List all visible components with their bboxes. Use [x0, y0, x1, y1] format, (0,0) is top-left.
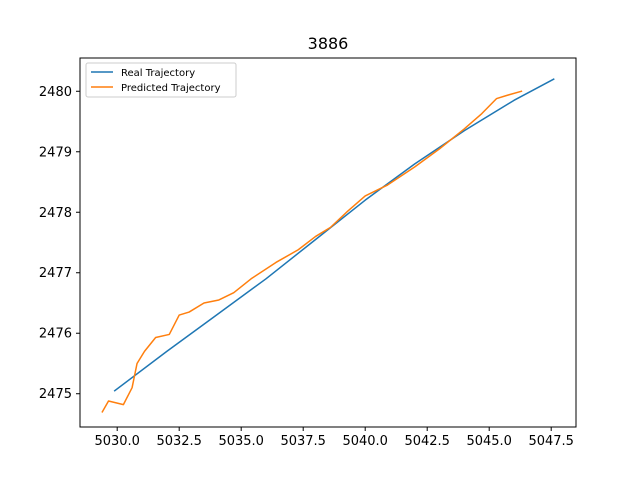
- series-layer: [101, 78, 555, 413]
- plot-frame: [79, 57, 577, 428]
- x-tick-label: 5030.0: [94, 434, 140, 449]
- x-tick-label: 5042.5: [404, 434, 450, 449]
- series-line-real-trajectory: [113, 78, 555, 392]
- legend: Real Trajectory Predicted Trajectory: [85, 62, 237, 98]
- legend-box: [85, 62, 237, 98]
- y-tick-label: 2475: [39, 387, 72, 402]
- y-tick-label: 2478: [39, 206, 72, 221]
- legend-label-predicted-trajectory: Predicted Trajectory: [121, 83, 221, 94]
- y-tick-label: 2476: [39, 327, 72, 342]
- x-tick-label: 5047.5: [528, 434, 574, 449]
- x-tick-label: 5045.0: [466, 434, 512, 449]
- series-line-predicted-trajectory: [101, 90, 523, 413]
- x-tick-label: 5032.5: [156, 434, 202, 449]
- y-tick-label: 2480: [39, 85, 72, 100]
- x-tick-label: 5037.5: [280, 434, 326, 449]
- chart-title: 3886: [308, 34, 349, 53]
- y-tick-label: 2477: [39, 266, 72, 281]
- x-tick-label: 5035.0: [218, 434, 264, 449]
- x-tick-label: 5040.0: [342, 434, 388, 449]
- y-tick-label: 2479: [39, 145, 72, 160]
- y-axis: 2475 2476 2477 2478 2479 2480: [39, 85, 80, 402]
- legend-label-real-trajectory: Real Trajectory: [121, 68, 195, 79]
- x-axis: 5030.0 5032.5 5035.0 5037.5 5040.0 5042.5 5045…: [94, 427, 574, 449]
